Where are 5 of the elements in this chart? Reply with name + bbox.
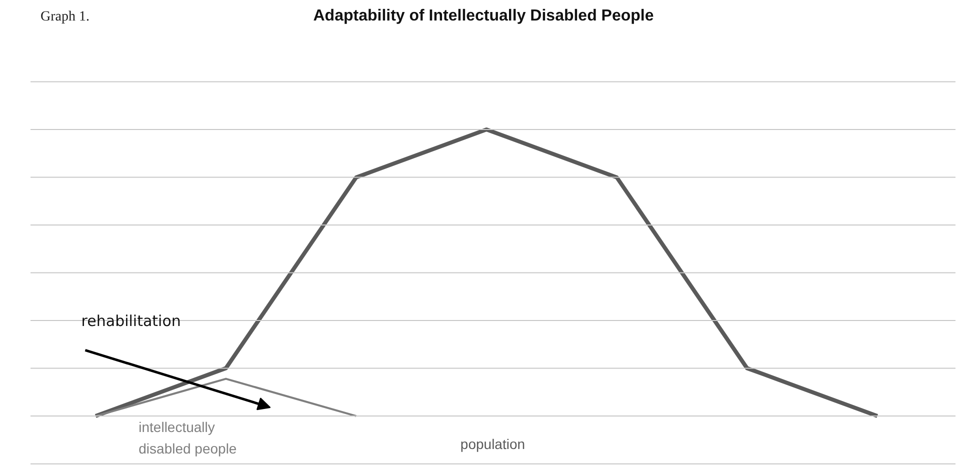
- chart-title: Adaptability of Intellectually Disabled People: [313, 8, 654, 24]
- annotation: rehabilitation: [81, 312, 181, 330]
- caption: Graph 1.: [40, 10, 90, 24]
- text: population: [460, 436, 526, 452]
- series-label: intellectually disabled people: [138, 418, 237, 456]
